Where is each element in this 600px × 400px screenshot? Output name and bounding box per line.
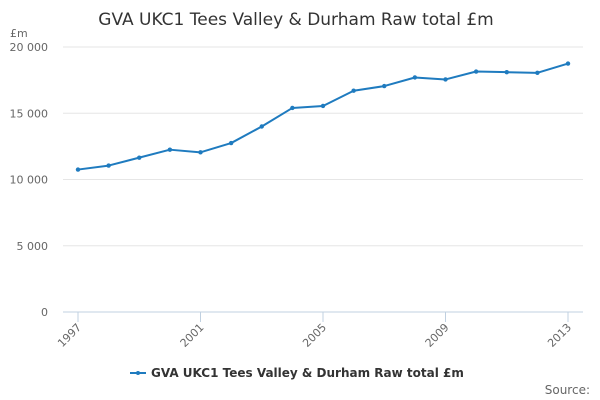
data-point[interactable] (259, 124, 264, 129)
x-axis-ticks: 1997 2001 2005 2009 2013 (55, 312, 574, 350)
y-tick-label: 20 000 (10, 41, 49, 54)
x-tick-label: 2001 (178, 321, 207, 350)
x-tick-label: 2009 (423, 321, 452, 350)
data-point[interactable] (167, 147, 173, 152)
y-tick-label: 15 000 (10, 107, 49, 120)
data-point[interactable] (320, 103, 326, 109)
y-tick-label: 10 000 (10, 174, 49, 187)
data-point[interactable] (504, 69, 509, 75)
data-point[interactable] (75, 167, 81, 172)
data-point[interactable] (106, 163, 111, 168)
legend-point-marker (136, 371, 140, 375)
y-tick-label: 0 (41, 306, 48, 319)
data-point[interactable] (473, 69, 479, 74)
x-tick-label: 2013 (545, 321, 574, 350)
data-point[interactable] (137, 155, 142, 160)
source-credit[interactable]: Source: (545, 383, 590, 397)
data-point[interactable] (351, 88, 356, 93)
y-axis-unit-label: £m (10, 27, 28, 40)
legend-label: GVA UKC1 Tees Valley & Durham Raw total … (151, 366, 464, 380)
data-point[interactable] (565, 61, 571, 66)
data-point[interactable] (228, 140, 234, 146)
y-tick-label: 5 000 (17, 240, 49, 253)
series-layer (75, 61, 571, 172)
data-point[interactable] (198, 150, 203, 155)
series-line[interactable] (77, 62, 569, 171)
data-point[interactable] (412, 75, 418, 80)
y-gridlines (63, 46, 583, 247)
legend[interactable]: GVA UKC1 Tees Valley & Durham Raw total … (130, 366, 464, 380)
data-point[interactable] (382, 83, 387, 89)
x-tick-label: 2005 (300, 321, 329, 350)
data-point[interactable] (443, 77, 448, 82)
data-point[interactable] (535, 70, 540, 76)
x-tick-label: 1997 (55, 321, 84, 350)
data-point[interactable] (290, 105, 295, 111)
y-axis-tick-labels: 0 5 000 10 000 15 000 20 000 (10, 41, 49, 319)
chart-title: GVA UKC1 Tees Valley & Durham Raw total … (98, 10, 493, 30)
